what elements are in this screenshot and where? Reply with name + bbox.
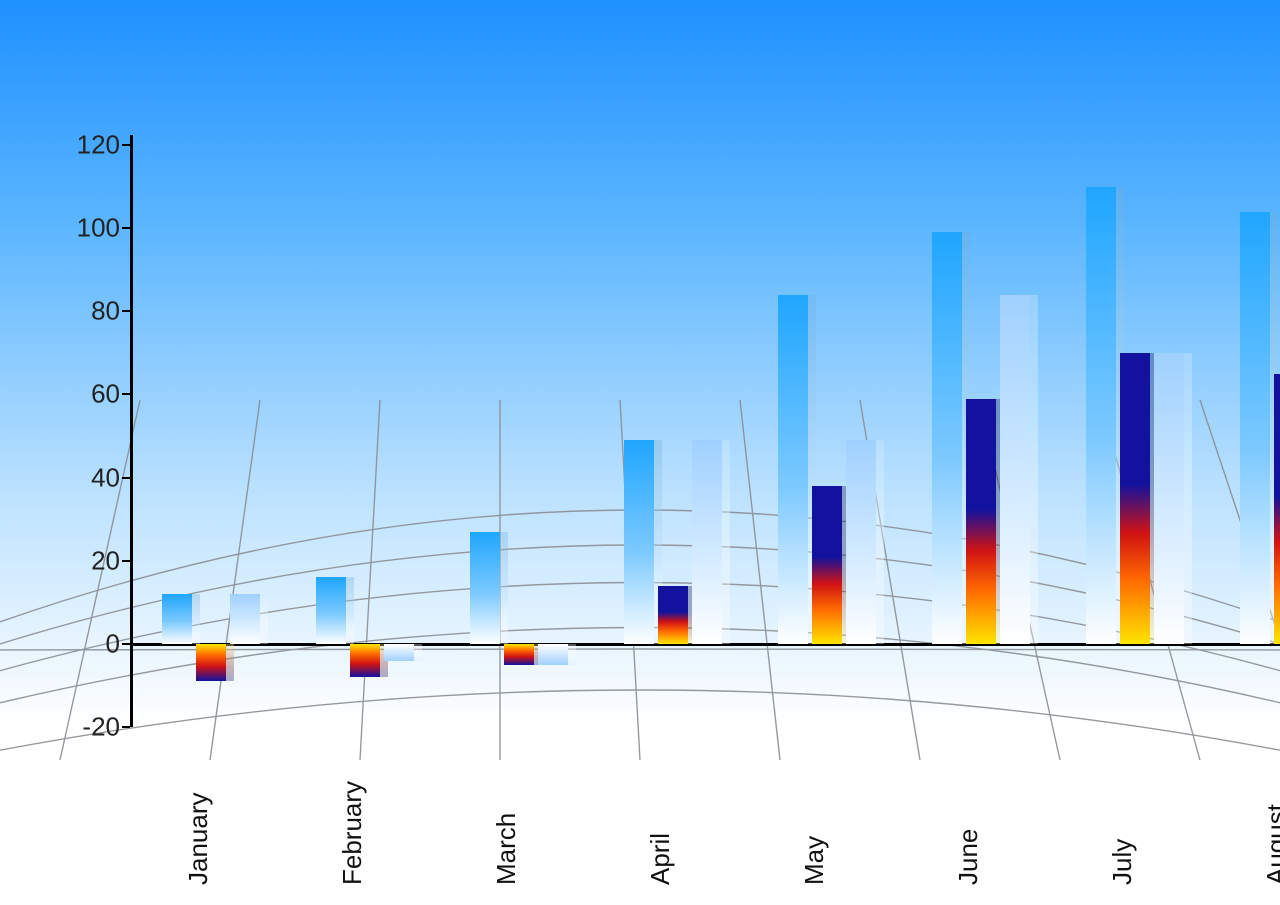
y-tick-mark <box>122 560 130 562</box>
bar-face <box>230 594 260 644</box>
plot-area: -20020406080100120 JanuaryFebruaryMarchA… <box>130 145 1250 727</box>
month-label: February <box>337 781 368 885</box>
bar-face <box>692 440 722 644</box>
y-tick-mark <box>122 144 130 146</box>
chart-stage: -20 0 20 40 60 80 100 120 January February March A… <box>0 0 1280 905</box>
bar-face <box>196 644 226 681</box>
bar <box>692 440 722 644</box>
month-label: June <box>953 829 984 885</box>
bar <box>470 532 500 644</box>
month-label: August <box>1261 804 1280 885</box>
bar <box>966 399 996 644</box>
bar-face <box>538 644 568 665</box>
y-tick-label: 20 <box>60 545 120 576</box>
bar-face <box>1274 374 1280 644</box>
y-tick-mark <box>122 393 130 395</box>
bar-face <box>504 644 534 665</box>
bar <box>538 644 568 665</box>
bar <box>384 644 414 661</box>
bar <box>162 594 192 644</box>
bar <box>778 295 808 644</box>
bar <box>1000 295 1030 644</box>
bar-face <box>778 295 808 644</box>
y-tick-label: 60 <box>60 379 120 410</box>
bars-layer <box>130 145 1250 727</box>
bar <box>1274 374 1280 644</box>
bar <box>1086 187 1116 644</box>
bar-face <box>470 532 500 644</box>
month-label: April <box>645 833 676 885</box>
y-tick-label: 80 <box>60 296 120 327</box>
bar-face <box>162 594 192 644</box>
bar-face <box>1154 353 1184 644</box>
bar <box>658 586 688 644</box>
month-label: May <box>799 836 830 885</box>
bar <box>932 232 962 644</box>
month-label: January <box>183 793 214 886</box>
y-tick-mark <box>122 227 130 229</box>
bar <box>846 440 876 644</box>
bar <box>196 644 226 681</box>
y-tick-mark <box>122 310 130 312</box>
bar-face <box>1000 295 1030 644</box>
bar-face <box>624 440 654 644</box>
y-tick-mark <box>122 643 130 645</box>
y-tick-label: 0 <box>60 628 120 659</box>
bar-face <box>316 577 346 644</box>
bar-face <box>932 232 962 644</box>
bar <box>350 644 380 677</box>
y-tick-label: 40 <box>60 462 120 493</box>
y-tick-label: -20 <box>60 712 120 743</box>
bar-face <box>658 586 688 644</box>
month-label: March <box>491 813 522 885</box>
bar <box>1154 353 1184 644</box>
bar-face <box>384 644 414 661</box>
y-tick-mark <box>122 726 130 728</box>
bar <box>1120 353 1150 644</box>
y-tick-label: 120 <box>60 130 120 161</box>
y-tick-label: 100 <box>60 213 120 244</box>
bar <box>316 577 346 644</box>
bar-face <box>1086 187 1116 644</box>
bar-face <box>966 399 996 644</box>
bar <box>624 440 654 644</box>
bar <box>812 486 842 644</box>
bar-face <box>1240 212 1270 644</box>
y-tick-mark <box>122 477 130 479</box>
bar-face <box>812 486 842 644</box>
bar <box>504 644 534 665</box>
month-label: July <box>1107 839 1138 885</box>
bar-face <box>1120 353 1150 644</box>
bar-face <box>350 644 380 677</box>
bar <box>230 594 260 644</box>
bar <box>1240 212 1270 644</box>
bar-face <box>846 440 876 644</box>
